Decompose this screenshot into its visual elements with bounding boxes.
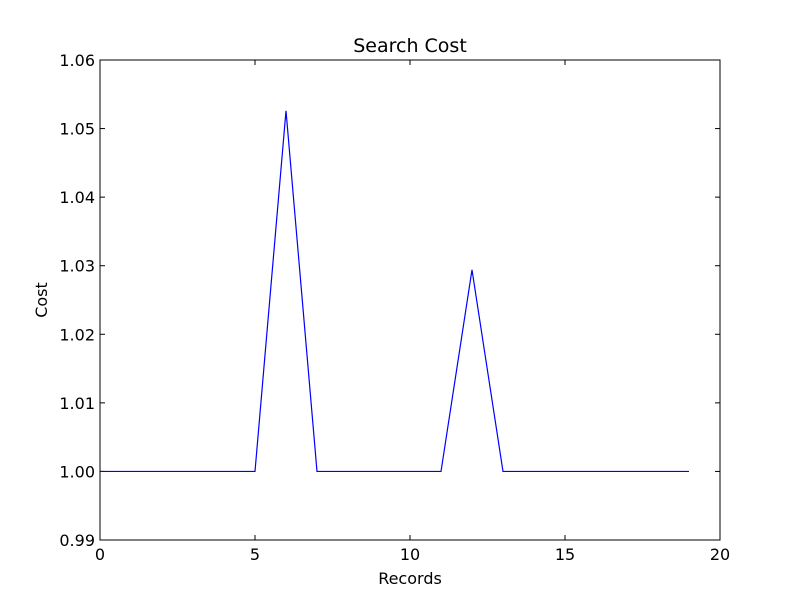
y-tick-label: 1.03 <box>59 257 95 276</box>
plot-frame <box>99 59 721 541</box>
y-axis-ticks: 0.99 1.00 1.01 1.02 1.03 1.04 1.05 1.06 <box>59 51 720 550</box>
chart-title: Search Cost <box>353 35 467 57</box>
x-tick-label: 15 <box>555 545 575 564</box>
x-tick-label: 10 <box>400 545 420 564</box>
y-tick-label: 1.00 <box>59 462 95 481</box>
y-tick-label: 1.05 <box>59 120 95 139</box>
y-tick-label: 1.06 <box>59 51 95 70</box>
series-layer <box>100 110 689 473</box>
y-axis-title: Cost <box>32 282 51 318</box>
y-tick-label: 1.01 <box>59 394 95 413</box>
series-line <box>100 110 689 473</box>
x-axis-ticks: 0 5 10 15 20 <box>95 60 730 564</box>
x-tick-label: 20 <box>710 545 730 564</box>
x-tick-label: 5 <box>250 545 260 564</box>
y-tick-label: 1.02 <box>59 325 95 344</box>
x-tick-label: 0 <box>95 545 105 564</box>
y-tick-label: 0.99 <box>59 531 95 550</box>
y-tick-label: 1.04 <box>59 188 95 207</box>
x-axis-title: Records <box>378 569 442 588</box>
